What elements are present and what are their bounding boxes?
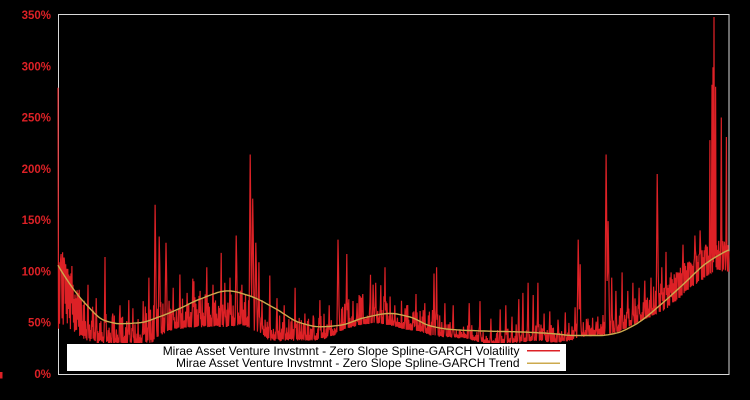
svg-text:Mirae Asset Venture Invstmnt -: Mirae Asset Venture Invstmnt - Zero Slop… [176,356,519,370]
svg-text:250%: 250% [22,113,51,125]
svg-text:50%: 50% [28,318,51,330]
svg-text:200%: 200% [22,164,51,176]
svg-text:150%: 150% [22,215,51,227]
svg-text:100%: 100% [22,266,51,278]
svg-text:350%: 350% [22,10,51,22]
svg-text:300%: 300% [22,61,51,73]
svg-text:0%: 0% [34,369,51,381]
svg-text:Mirae Asset Venture Invstmnt -: Mirae Asset Venture Invstmnt - Zero Slop… [163,344,520,358]
